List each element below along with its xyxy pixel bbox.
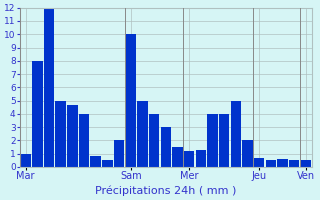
- Bar: [102, 160, 113, 167]
- Bar: [137, 101, 148, 167]
- Bar: [254, 158, 264, 167]
- Bar: [207, 114, 218, 167]
- Bar: [300, 160, 311, 167]
- Bar: [149, 114, 159, 167]
- Bar: [67, 105, 78, 167]
- Bar: [277, 159, 288, 167]
- Bar: [161, 127, 171, 167]
- Bar: [125, 34, 136, 167]
- Bar: [172, 147, 183, 167]
- Bar: [242, 140, 253, 167]
- Bar: [32, 61, 43, 167]
- Bar: [79, 114, 89, 167]
- Bar: [184, 151, 194, 167]
- Bar: [289, 160, 300, 167]
- Bar: [91, 156, 101, 167]
- Bar: [219, 114, 229, 167]
- Bar: [114, 140, 124, 167]
- Bar: [55, 101, 66, 167]
- Bar: [44, 8, 54, 167]
- Bar: [266, 160, 276, 167]
- Bar: [231, 101, 241, 167]
- X-axis label: Précipitations 24h ( mm ): Précipitations 24h ( mm ): [95, 185, 236, 196]
- Bar: [196, 150, 206, 167]
- Bar: [20, 154, 31, 167]
